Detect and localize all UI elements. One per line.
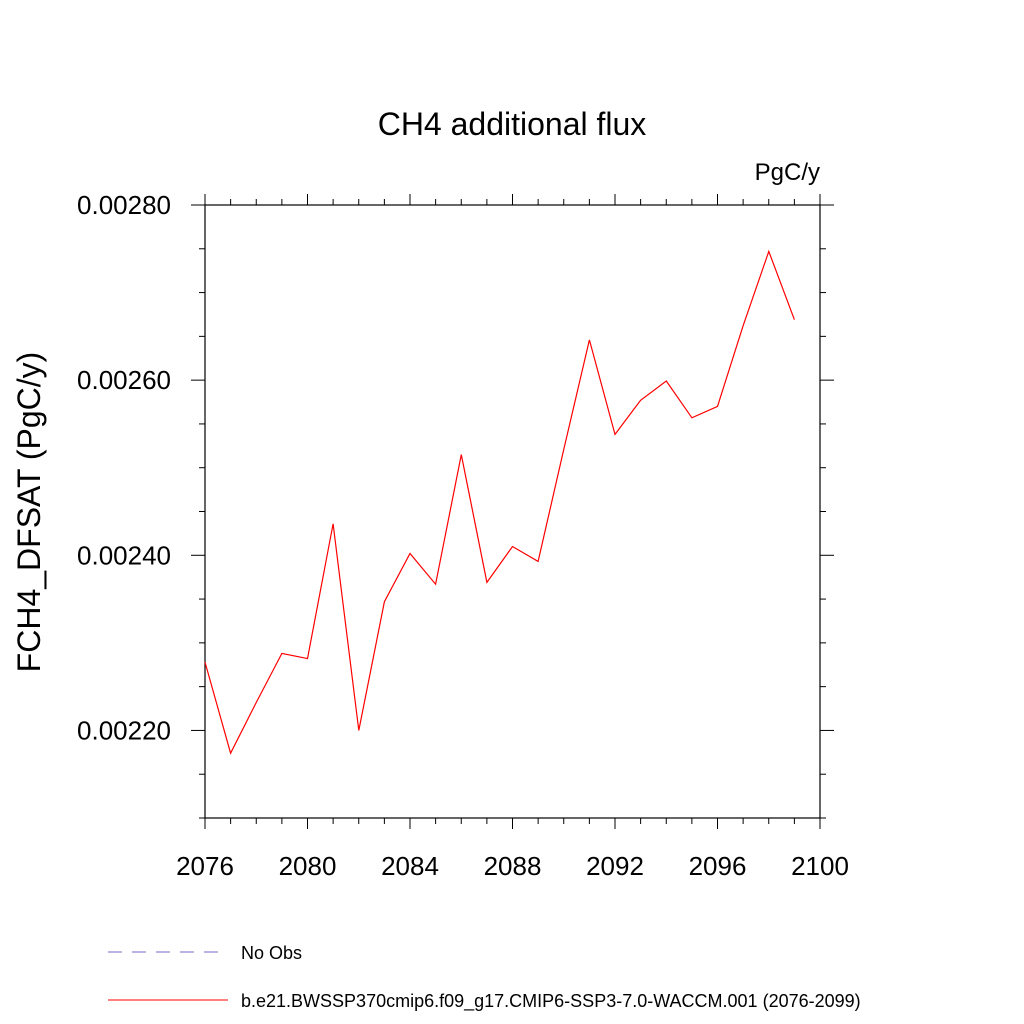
y-tick-label: 0.00260 [77,365,171,395]
x-tick-label: 2092 [586,851,644,881]
chart-title: CH4 additional flux [378,106,647,142]
y-axis-label: FCH4_DFSAT (PgC/y) [11,352,47,673]
legend: No Obs b.e21.BWSSP370cmip6.f09_g17.CMIP6-… [108,943,861,1012]
y-tick-label: 0.00240 [77,540,171,570]
x-tick-label: 2076 [176,851,234,881]
series-line [204,249,795,755]
x-tick-label: 2096 [689,851,747,881]
x-tick-label: 2088 [484,851,542,881]
legend-label: No Obs [241,943,302,963]
x-tick-label: 2100 [791,851,849,881]
legend-label: b.e21.BWSSP370cmip6.f09_g17.CMIP6-SSP3-7… [241,991,861,1012]
x-tick-label: 2080 [279,851,337,881]
axis-ticks: 2076 2080 2084 2088 2092 2096 2100 0.00220 0.002… [77,190,849,881]
plot-frame [204,204,821,819]
units-label: PgC/y [755,159,820,186]
x-tick-label: 2084 [381,851,439,881]
y-tick-label: 0.00220 [77,715,171,745]
series-layer [204,249,795,755]
y-tick-label: 0.00280 [77,190,171,220]
